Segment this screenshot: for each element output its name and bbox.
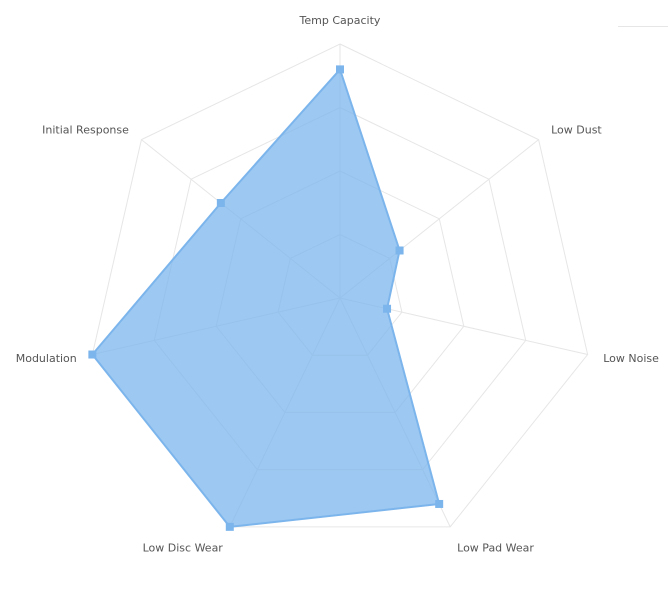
axis-labels: Temp Capacity Low Dust Low Noise Low Pad We… bbox=[16, 14, 659, 554]
data-point[interactable] bbox=[435, 499, 444, 508]
axis-label: Low Noise bbox=[603, 352, 659, 365]
data-point[interactable] bbox=[383, 304, 392, 313]
axis-label: Temp Capacity bbox=[299, 14, 381, 27]
axis-label: Low Pad Wear bbox=[457, 541, 534, 554]
series-area bbox=[91, 67, 441, 528]
axis-label: Low Dust bbox=[551, 124, 602, 137]
series bbox=[88, 65, 444, 531]
data-point[interactable] bbox=[336, 65, 344, 74]
axis-label: Low Disc Wear bbox=[143, 541, 224, 554]
axis-label: Initial Response bbox=[42, 124, 129, 137]
data-point[interactable] bbox=[395, 246, 404, 255]
data-point[interactable] bbox=[225, 522, 234, 531]
data-point[interactable] bbox=[88, 350, 97, 359]
partial-panel-edge bbox=[618, 0, 668, 27]
data-point[interactable] bbox=[216, 198, 225, 207]
axis-label: Modulation bbox=[16, 352, 77, 365]
grid-ring bbox=[91, 43, 589, 528]
